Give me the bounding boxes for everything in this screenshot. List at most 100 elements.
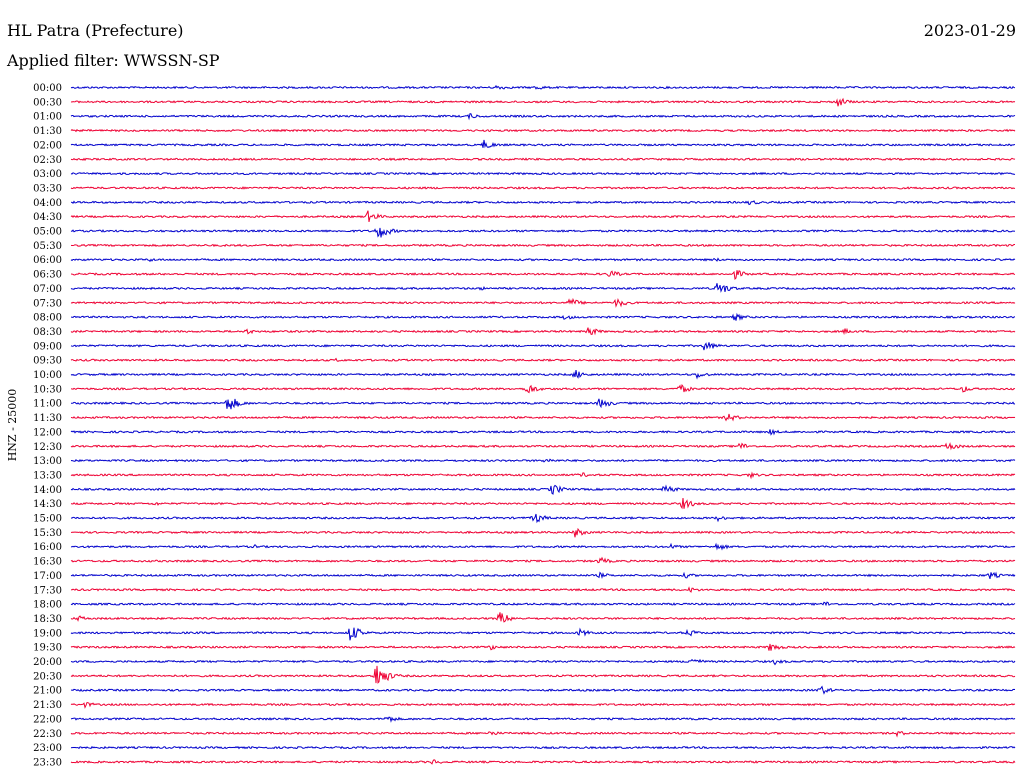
seismic-trace bbox=[70, 257, 1016, 263]
y-axis-label: HNZ - 25000 bbox=[6, 389, 19, 462]
row-time-label: 12:30 bbox=[33, 442, 62, 453]
seismic-trace bbox=[70, 200, 1016, 206]
seismic-trace bbox=[70, 556, 1016, 564]
row-time-label: 19:00 bbox=[33, 628, 62, 639]
row-time-label: 03:00 bbox=[33, 169, 62, 180]
seismic-trace bbox=[70, 210, 1016, 223]
row-time-label: 08:30 bbox=[33, 327, 62, 338]
row-time-label: 03:30 bbox=[33, 183, 62, 194]
seismic-trace bbox=[70, 484, 1016, 495]
seismic-trace bbox=[70, 384, 1016, 394]
seismic-trace bbox=[70, 665, 1016, 684]
seismic-trace bbox=[70, 157, 1016, 162]
row-time-label: 18:30 bbox=[33, 614, 62, 625]
seismic-trace bbox=[70, 398, 1016, 410]
seismic-trace bbox=[70, 283, 1016, 293]
row-time-label: 04:30 bbox=[33, 212, 62, 223]
seismic-trace bbox=[70, 471, 1016, 480]
row-time-label: 15:00 bbox=[33, 514, 62, 525]
row-time-label: 02:30 bbox=[33, 155, 62, 166]
seismic-trace bbox=[70, 527, 1016, 538]
seismic-trace bbox=[70, 342, 1016, 351]
seismic-trace bbox=[70, 312, 1016, 321]
row-time-label: 13:30 bbox=[33, 470, 62, 481]
row-time-label: 20:00 bbox=[33, 657, 62, 668]
row-time-label: 14:30 bbox=[33, 499, 62, 510]
seismic-trace bbox=[70, 97, 1016, 107]
row-time-label: 23:00 bbox=[33, 743, 62, 754]
seismic-trace bbox=[70, 458, 1016, 463]
seismic-trace bbox=[70, 513, 1016, 524]
seismic-trace bbox=[70, 542, 1016, 551]
row-time-label: 10:00 bbox=[33, 370, 62, 381]
row-time-label: 05:00 bbox=[33, 227, 62, 238]
row-time-label: 12:00 bbox=[33, 427, 62, 438]
row-time-label: 00:00 bbox=[33, 83, 62, 94]
row-time-label: 18:00 bbox=[33, 600, 62, 611]
row-time-label: 19:30 bbox=[33, 643, 62, 654]
seismic-trace bbox=[70, 171, 1016, 176]
seismic-trace bbox=[70, 627, 1016, 641]
row-time-label: 23:30 bbox=[33, 757, 62, 768]
row-time-label: 14:00 bbox=[33, 485, 62, 496]
row-time-label: 21:00 bbox=[33, 686, 62, 697]
date-label: 2023-01-29 bbox=[923, 21, 1016, 40]
seismic-trace bbox=[70, 413, 1016, 422]
seismic-trace bbox=[70, 601, 1016, 607]
row-time-label: 06:00 bbox=[33, 255, 62, 266]
row-time-label: 17:30 bbox=[33, 585, 62, 596]
row-time-label: 02:00 bbox=[33, 140, 62, 151]
seismic-trace bbox=[70, 716, 1016, 723]
seismic-trace bbox=[70, 612, 1016, 623]
row-time-label: 06:30 bbox=[33, 270, 62, 281]
row-time-label: 07:30 bbox=[33, 298, 62, 309]
row-time-label: 07:00 bbox=[33, 284, 62, 295]
row-time-label: 15:30 bbox=[33, 528, 62, 539]
row-time-label: 16:30 bbox=[33, 557, 62, 568]
row-time-label: 05:30 bbox=[33, 241, 62, 252]
row-time-label: 09:00 bbox=[33, 341, 62, 352]
row-time-label: 16:00 bbox=[33, 542, 62, 553]
row-time-label: 21:30 bbox=[33, 700, 62, 711]
seismic-trace bbox=[70, 497, 1016, 510]
station-title: HL Patra (Prefecture) bbox=[7, 21, 184, 40]
seismic-trace bbox=[70, 442, 1016, 451]
seismic-trace bbox=[70, 658, 1016, 666]
row-time-label: 11:30 bbox=[33, 413, 62, 424]
seismic-trace bbox=[70, 227, 1016, 238]
seismic-trace bbox=[70, 243, 1016, 248]
row-time-label: 01:30 bbox=[33, 126, 62, 137]
seismic-trace bbox=[70, 685, 1016, 695]
seismic-trace bbox=[70, 84, 1016, 90]
seismic-trace bbox=[70, 428, 1016, 436]
row-time-label: 08:00 bbox=[33, 313, 62, 324]
seismic-trace bbox=[70, 643, 1016, 651]
seismic-trace bbox=[70, 586, 1016, 593]
row-time-label: 01:00 bbox=[33, 112, 62, 123]
seismic-trace bbox=[70, 186, 1016, 190]
row-time-label: 04:00 bbox=[33, 198, 62, 209]
seismic-trace bbox=[70, 357, 1016, 362]
row-time-label: 22:30 bbox=[33, 729, 62, 740]
seismic-trace bbox=[70, 327, 1016, 336]
row-time-label: 10:30 bbox=[33, 384, 62, 395]
row-time-label: 13:00 bbox=[33, 456, 62, 467]
seismic-trace bbox=[70, 139, 1016, 149]
seismic-trace bbox=[70, 701, 1016, 709]
row-time-label: 09:30 bbox=[33, 356, 62, 367]
row-time-label: 00:30 bbox=[33, 97, 62, 108]
row-time-label: 22:00 bbox=[33, 714, 62, 725]
seismic-trace bbox=[70, 759, 1016, 765]
seismic-trace bbox=[70, 730, 1016, 738]
row-time-label: 11:00 bbox=[33, 399, 62, 410]
seismic-trace bbox=[70, 745, 1016, 750]
seismic-trace bbox=[70, 128, 1016, 133]
seismic-trace bbox=[70, 113, 1016, 121]
seismic-trace bbox=[70, 297, 1016, 308]
row-time-label: 20:30 bbox=[33, 671, 62, 682]
row-time-label: 17:00 bbox=[33, 571, 62, 582]
seismic-trace bbox=[70, 270, 1016, 280]
seismic-trace bbox=[70, 571, 1016, 580]
seismic-trace bbox=[70, 370, 1016, 380]
